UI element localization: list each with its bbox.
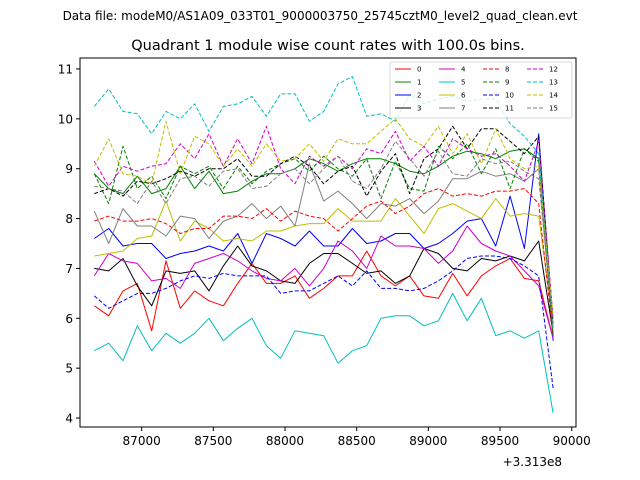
legend-label-14: 14 (549, 92, 558, 100)
legend-label-10: 10 (505, 92, 514, 100)
x-offset-label: +3.313e8 (503, 455, 562, 469)
x-tick-label: 90000 (553, 434, 591, 448)
x-tick-label: 88500 (338, 434, 376, 448)
legend-label-0: 0 (417, 66, 421, 74)
legend-label-3: 3 (417, 105, 421, 113)
legend-label-8: 8 (505, 66, 509, 74)
legend-label-4: 4 (461, 66, 466, 74)
series-line-7 (93, 163, 554, 336)
series-line-2 (94, 133, 554, 341)
legend-label-15: 15 (549, 105, 558, 113)
legend-label-13: 13 (549, 79, 558, 87)
series-line-8 (94, 188, 554, 336)
series-line-3 (94, 240, 554, 334)
series-layer (93, 76, 554, 414)
series-line-1 (93, 148, 554, 339)
series-line-11 (94, 125, 554, 324)
y-tick-label: 10 (58, 112, 73, 126)
legend-label-9: 9 (505, 79, 509, 87)
chart-title: Quadrant 1 module wise count rates with … (131, 38, 525, 54)
chart-subtitle: Data file: modeM0/AS1A09_033T01_90000037… (63, 9, 578, 23)
series-line-12 (93, 125, 554, 319)
x-tick-label: 89000 (409, 434, 447, 448)
series-line-6 (94, 198, 554, 324)
series-line-9 (93, 143, 554, 336)
series-line-10 (93, 255, 554, 389)
legend-label-1: 1 (417, 79, 421, 87)
series-line-15 (94, 140, 554, 326)
series-line-4 (93, 225, 554, 339)
plot-frame (79, 57, 577, 428)
x-tick-label: 87000 (123, 434, 161, 448)
y-tick-label: 4 (65, 412, 73, 426)
y-tick-label: 6 (65, 312, 73, 326)
y-tick-label: 9 (65, 162, 73, 176)
legend-label-5: 5 (461, 79, 465, 87)
series-line-14 (93, 118, 554, 316)
x-tick-label: 88000 (266, 434, 304, 448)
y-tick-label: 5 (65, 362, 73, 376)
x-tick-label: 87500 (194, 434, 232, 448)
y-tick-label: 11 (58, 62, 73, 76)
series-line-5 (94, 292, 554, 414)
series-line-0 (94, 250, 554, 339)
legend-label-6: 6 (461, 92, 466, 100)
legend-label-2: 2 (417, 92, 421, 100)
y-tick-label: 7 (65, 262, 73, 276)
axis-layer: 87000 87500 88000 88500 89000 89500 90000 4 5 6 7 8… (58, 62, 591, 448)
x-tick-label: 89500 (481, 434, 519, 448)
legend-label-12: 12 (549, 66, 558, 74)
legend-box (389, 61, 573, 119)
y-tick-label: 8 (65, 212, 73, 226)
legend-label-7: 7 (461, 105, 465, 113)
legend-label-11: 11 (505, 105, 514, 113)
